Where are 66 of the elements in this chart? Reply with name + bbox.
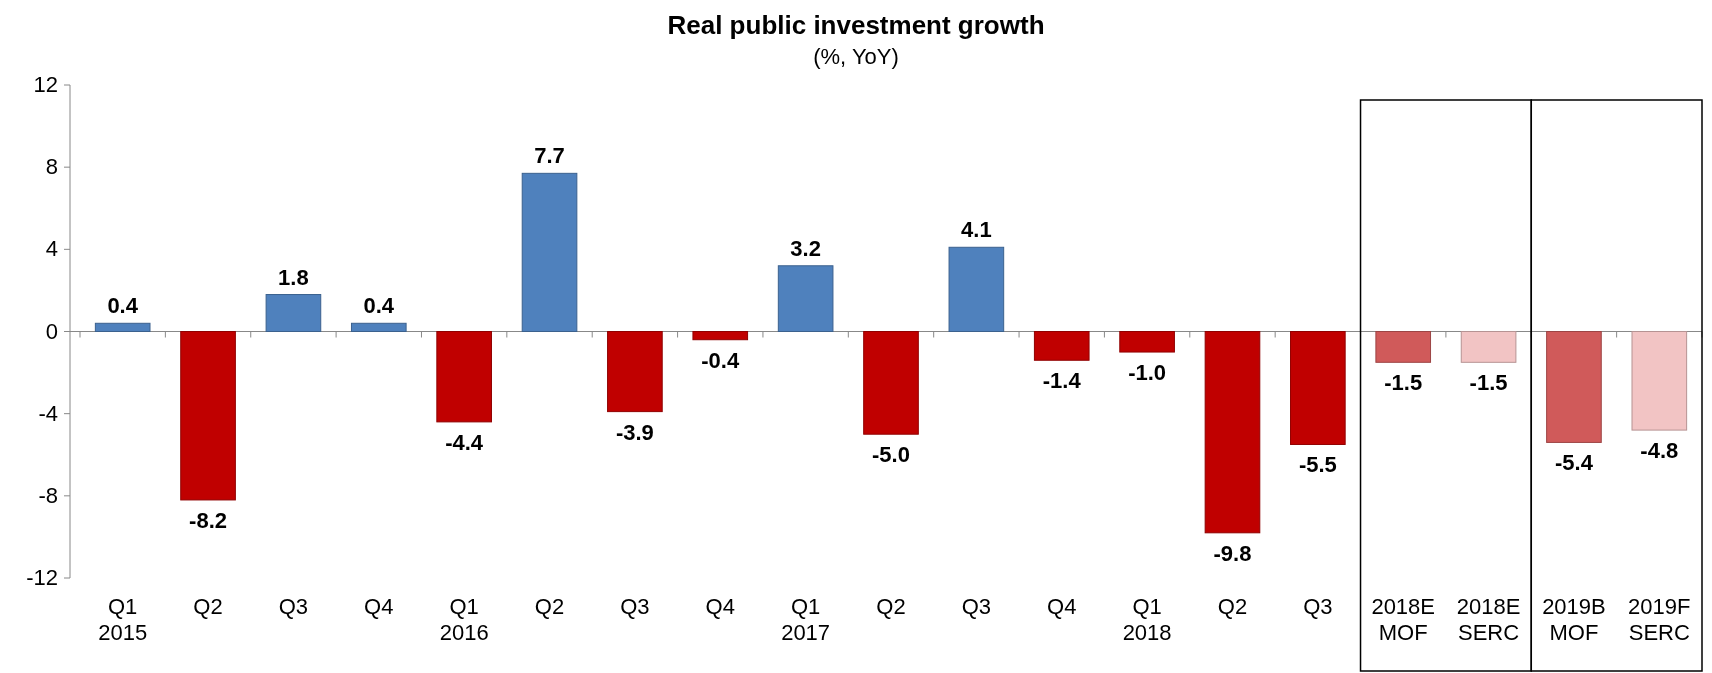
bar (1631, 331, 1688, 431)
bar (180, 331, 236, 501)
y-tick-label: -8 (38, 482, 58, 508)
bar (436, 331, 492, 423)
data-label: -5.5 (1298, 452, 1337, 478)
bar (1546, 331, 1602, 443)
bar (948, 246, 1005, 332)
x-tick-label: Q2 (534, 594, 565, 619)
data-label: -1.5 (1384, 370, 1423, 396)
bar (1119, 331, 1175, 353)
x-tick-label: 2019F SERC (1628, 594, 1691, 645)
y-tick-label: -12 (26, 565, 58, 590)
x-tick-label: 2019B MOF (1542, 594, 1606, 645)
y-tick-label: -4 (38, 400, 58, 426)
data-label: 0.4 (363, 293, 395, 319)
bar (350, 322, 407, 332)
x-tick-label: Q2 (876, 594, 906, 619)
bar (777, 265, 834, 332)
x-tick-label: Q4 (705, 594, 735, 619)
y-tick-label: 4 (45, 236, 58, 262)
y-tick-label: 0 (45, 318, 58, 344)
bar (1204, 331, 1261, 534)
bar (265, 294, 322, 332)
bar (521, 172, 578, 332)
data-label: 1.8 (278, 264, 309, 290)
x-tick-label: Q1 2017 (781, 594, 831, 645)
bar (692, 331, 749, 341)
bar (863, 331, 919, 435)
x-tick-label: Q1 2016 (439, 594, 489, 645)
data-label: -1.0 (1128, 360, 1167, 386)
data-label: -8.2 (189, 507, 228, 533)
bar (94, 322, 151, 332)
data-label: -0.4 (701, 347, 740, 373)
bar (607, 331, 663, 413)
bar (1290, 331, 1346, 445)
data-label: -1.4 (1042, 368, 1082, 394)
data-label: -3.9 (615, 419, 654, 445)
bar (1460, 331, 1517, 363)
x-tick-label: Q4 (1047, 594, 1077, 619)
chart-subtitle: (%, YoY) (813, 44, 899, 69)
data-label: 4.1 (961, 217, 992, 243)
data-label: 3.2 (790, 235, 821, 261)
x-tick-label: Q2 (1217, 594, 1248, 619)
bar (1375, 331, 1432, 363)
x-tick-label: 2018E MOF (1371, 594, 1436, 645)
x-tick-label: Q4 (364, 594, 394, 619)
data-label: -5.0 (872, 442, 910, 468)
x-tick-label: Q3 (620, 594, 650, 619)
data-label: -4.4 (445, 429, 484, 455)
y-tick-label: 8 (45, 154, 58, 180)
data-label: -5.4 (1554, 450, 1594, 476)
data-label: -1.5 (1469, 370, 1508, 396)
x-tick-label: Q3 (961, 594, 992, 619)
x-tick-label: Q1 2018 (1122, 594, 1172, 645)
x-tick-label: Q2 (193, 594, 223, 619)
data-label: 0.4 (107, 293, 139, 319)
chart-title: Real public investment growth (667, 10, 1045, 40)
bar (1033, 331, 1090, 361)
data-label: -9.8 (1213, 540, 1252, 566)
y-tick-label: 12 (33, 72, 58, 97)
data-label: -4.8 (1640, 438, 1679, 464)
x-tick-label: Q3 (278, 594, 309, 619)
x-tick-label: Q1 2015 (98, 594, 148, 645)
x-tick-label: Q3 (1303, 594, 1333, 619)
x-tick-label: 2018E SERC (1456, 594, 1521, 645)
data-label: 7.7 (534, 143, 565, 169)
